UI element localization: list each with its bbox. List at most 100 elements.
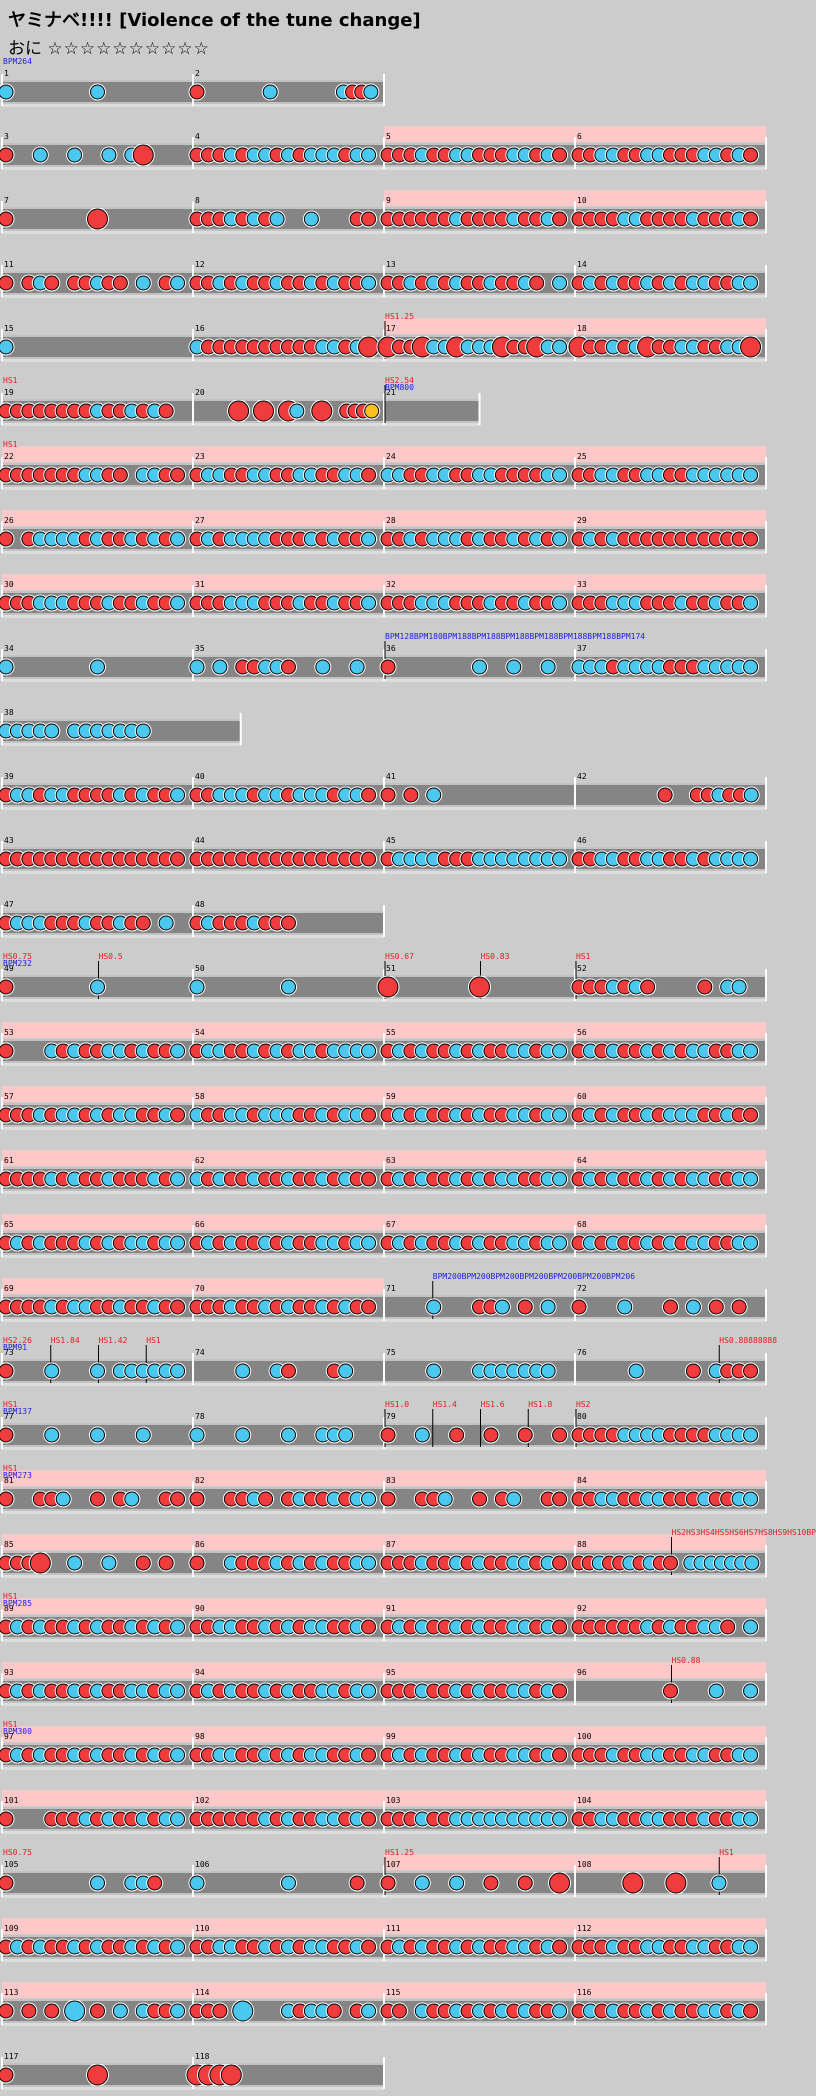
measure-number: 66 xyxy=(195,1220,205,1229)
don-note xyxy=(44,2003,60,2019)
measure-number: 2 xyxy=(195,69,200,78)
ka-note xyxy=(743,787,759,803)
ka-note xyxy=(628,1363,644,1379)
measure-number: 61 xyxy=(4,1156,14,1165)
ka-note xyxy=(135,723,151,739)
don-note xyxy=(0,979,14,995)
don-note xyxy=(517,1875,533,1891)
measure-number: 6 xyxy=(577,132,582,141)
measure-number: 108 xyxy=(577,1860,592,1869)
don-note xyxy=(361,1939,377,1955)
scroll-speed-label: HS0.75 xyxy=(3,952,32,961)
ka-note xyxy=(743,1619,759,1635)
don-note xyxy=(517,1427,533,1443)
chart-row: 101 102 103 104 xyxy=(0,1790,767,1834)
don-note xyxy=(21,2003,37,2019)
ka-note xyxy=(540,1299,556,1315)
don-note xyxy=(158,1555,174,1571)
don-note xyxy=(361,851,377,867)
measure-number: 8 xyxy=(195,196,200,205)
ka-note xyxy=(0,339,14,355)
ka-note xyxy=(617,1299,633,1315)
don-note xyxy=(743,531,759,547)
measure-number: 3 xyxy=(4,132,9,141)
ka-note xyxy=(552,339,568,355)
measure-number: 48 xyxy=(195,900,205,909)
gogo-section xyxy=(384,318,766,334)
measure-number: 106 xyxy=(195,1860,210,1869)
measure-number: 46 xyxy=(577,836,587,845)
measure-number: 9 xyxy=(386,196,391,205)
ka-note xyxy=(743,1171,759,1187)
measure-number: 73 xyxy=(4,1348,14,1357)
measure-number: 35 xyxy=(195,644,205,653)
don-note xyxy=(212,2003,228,2019)
don-note xyxy=(361,787,377,803)
big-don-note xyxy=(665,1872,687,1894)
measure-number: 28 xyxy=(386,516,396,525)
don-note xyxy=(697,979,713,995)
don-note xyxy=(380,659,396,675)
measure-number: 56 xyxy=(577,1028,587,1037)
don-note xyxy=(663,1299,678,1315)
don-note xyxy=(657,787,673,803)
measure-number: 65 xyxy=(4,1220,14,1229)
big-don-note xyxy=(29,1552,51,1574)
don-note xyxy=(189,1555,205,1571)
scroll-speed-label: HS1 xyxy=(3,1400,18,1409)
big-don-note xyxy=(358,336,380,358)
drumroll-note xyxy=(364,403,380,419)
ka-note xyxy=(552,595,568,611)
ka-note xyxy=(552,1043,568,1059)
big-don-note xyxy=(87,2064,108,2086)
measure-number: 117 xyxy=(4,2052,19,2061)
measure-number: 62 xyxy=(195,1156,205,1165)
ka-note xyxy=(743,1427,759,1443)
measure-number: 82 xyxy=(195,1476,205,1485)
don-note xyxy=(380,1491,396,1507)
big-don-note xyxy=(220,2064,242,2086)
ka-note xyxy=(426,787,442,803)
measure-number: 95 xyxy=(386,1668,396,1677)
don-note xyxy=(403,787,419,803)
ka-note xyxy=(363,84,379,100)
don-note xyxy=(44,275,60,291)
big-don-note xyxy=(132,144,154,166)
don-note xyxy=(326,2003,342,2019)
don-note xyxy=(0,275,14,291)
don-note xyxy=(731,1299,747,1315)
measure-number: 52 xyxy=(577,964,587,973)
chart-row: 11 12 13 14 xyxy=(0,260,767,298)
measure-number: 81 xyxy=(4,1476,14,1485)
measure-number: 71 xyxy=(386,1284,396,1293)
don-note xyxy=(552,1555,568,1571)
chart-row: 39 40 41 42 xyxy=(0,772,767,810)
don-note xyxy=(361,211,377,227)
gogo-section xyxy=(384,1854,766,1870)
ka-note xyxy=(743,1491,759,1507)
measure-number: 11 xyxy=(4,260,14,269)
ka-note xyxy=(743,1939,759,1955)
don-note xyxy=(170,1491,186,1507)
measure-number: 112 xyxy=(577,1924,592,1933)
don-note xyxy=(552,211,568,227)
ka-note xyxy=(170,787,186,803)
big-don-note xyxy=(228,400,250,422)
ka-note xyxy=(170,1171,186,1187)
measure-number: 42 xyxy=(577,772,587,781)
measure-number: 47 xyxy=(4,900,14,909)
ka-note xyxy=(711,1875,727,1891)
measure-number: 68 xyxy=(577,1220,587,1229)
measure-number: 77 xyxy=(4,1412,14,1421)
bpm-change-label: BPM128BPM180BPM188BPM188BPM188BPM188BPM1… xyxy=(385,632,645,641)
gogo-section xyxy=(2,1278,384,1294)
measure-number: 107 xyxy=(386,1860,401,1869)
chart-row: 15 16 17 18 HS1.25 xyxy=(0,312,767,362)
don-note xyxy=(189,1491,205,1507)
measure-number: 103 xyxy=(386,1796,401,1805)
chart-row: 26 27 28 29 xyxy=(0,510,767,554)
chart-row: 61 62 63 64 xyxy=(0,1150,767,1194)
don-note xyxy=(0,1811,14,1827)
measure-number: 21 xyxy=(386,388,396,397)
